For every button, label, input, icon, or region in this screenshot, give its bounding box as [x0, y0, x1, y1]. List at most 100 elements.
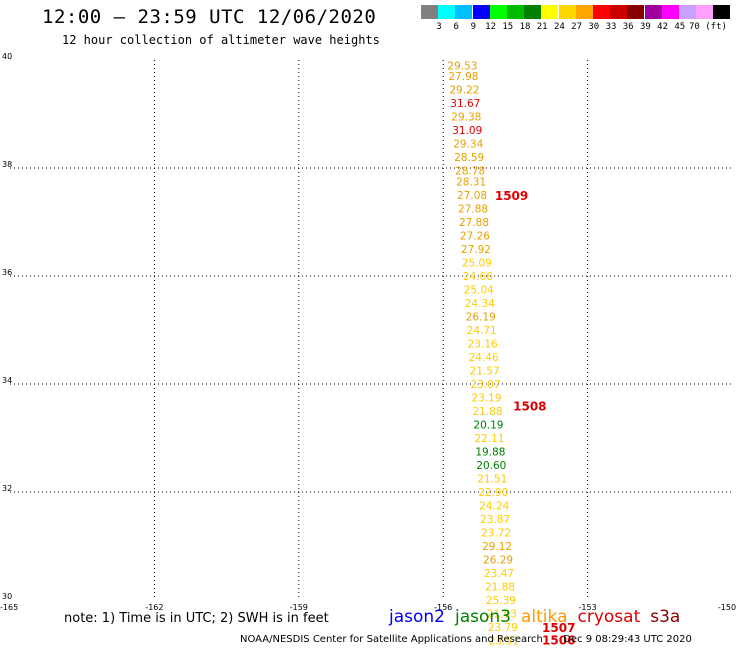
legend-swatch	[713, 5, 731, 19]
wave-height-value: 23.72	[481, 528, 511, 540]
legend-label: 33	[605, 22, 617, 32]
satellite-name: jason2	[389, 607, 445, 627]
wave-height-value: 22.11	[474, 433, 504, 445]
longitude-tick-label: -150	[718, 603, 736, 612]
wave-height-value: 23.79	[488, 622, 518, 634]
legend-swatch	[679, 5, 696, 19]
buoy-station-id: 1506	[542, 633, 575, 647]
longitude-tick-label: -156	[434, 603, 452, 612]
buoy-station-id: 1509	[495, 189, 528, 203]
latitude-tick-label: 32	[2, 484, 12, 493]
wave-height-value: 21.51	[477, 474, 507, 486]
legend-label: 42	[657, 22, 669, 32]
latitude-tick-label: 40	[2, 52, 12, 61]
buoy-station-id: 1508	[513, 400, 546, 414]
wave-height-value: 28.31	[456, 177, 486, 189]
legend-swatch	[558, 5, 576, 19]
wave-height-value: 19.88	[475, 447, 505, 459]
wave-height-value: 23.19	[471, 393, 501, 405]
satellite-name: altika	[521, 607, 568, 627]
wave-height-value: 23.16	[468, 339, 498, 351]
wave-height-value: 23.51	[489, 636, 519, 648]
wave-height-value: 29.12	[482, 541, 512, 553]
legend-label: 27	[571, 22, 583, 32]
wave-height-value: 21.57	[470, 366, 500, 378]
wave-height-value: 26.19	[466, 312, 496, 324]
legend-label: 39	[639, 22, 651, 32]
wave-height-value: 25.39	[486, 595, 516, 607]
legend-label: 70 (ft)	[689, 22, 727, 32]
wave-height-value: 27.88	[459, 217, 489, 229]
wave-height-value: 28.78	[455, 166, 485, 178]
wave-height-value: 24.66	[463, 271, 493, 283]
wave-height-value: 31.67	[450, 98, 480, 110]
wave-height-value: 29.34	[453, 139, 483, 151]
legend-swatch	[696, 5, 714, 19]
wave-height-value: 20.19	[473, 420, 503, 432]
buoy-station-id: 1507	[542, 621, 575, 635]
wave-height-value: 24.24	[479, 501, 509, 513]
legend-label: 45	[674, 22, 686, 32]
longitude-tick-label: -162	[145, 603, 163, 612]
latitude-tick-label: 30	[2, 592, 12, 601]
longitude-labels: -165 -162 -159 -156 -153 -150	[0, 603, 736, 612]
legend-label: 15	[502, 22, 514, 32]
longitude-tick-label: -165	[0, 603, 18, 612]
legend-swatch	[541, 5, 559, 19]
legend-swatch	[627, 5, 645, 19]
legend-label: 18	[519, 22, 531, 32]
wave-height-value: 21.93	[487, 609, 517, 621]
legend-swatch	[575, 5, 593, 19]
wave-height-value: 27.98	[448, 71, 478, 83]
satellite-legend: jason2 jason3 altika cryosat s3a	[389, 607, 690, 627]
wave-height-value: 23.87	[480, 514, 510, 526]
legend-swatch	[489, 5, 507, 19]
satellite-name: cryosat	[577, 607, 641, 627]
wave-height-value: 21.88	[472, 406, 502, 418]
wave-height-value: 26.29	[483, 555, 513, 567]
longitude-tick-label: -159	[290, 603, 308, 612]
satellite-name: s3a	[650, 607, 681, 627]
wave-height-value: 23.47	[484, 568, 514, 580]
legend-label: 3	[436, 22, 442, 32]
legend-label: 21	[536, 22, 548, 32]
legend-label: 12	[485, 22, 497, 32]
wave-height-value: 25.09	[462, 258, 492, 270]
wave-height-value: 22.90	[478, 487, 508, 499]
legend-swatch	[438, 5, 456, 19]
wave-height-value: 31.09	[452, 125, 482, 137]
legend-swatch	[472, 5, 490, 19]
legend-label: 36	[622, 22, 634, 32]
legend-swatch	[610, 5, 628, 19]
legend-swatch	[644, 5, 662, 19]
legend-swatch	[507, 5, 524, 19]
generated-timestamp: Dec 9 08:29:43 UTC 2020	[563, 634, 692, 645]
wave-height-value: 23.07	[471, 379, 501, 391]
legend-swatch	[593, 5, 610, 19]
wave-height-value: 25.04	[464, 285, 494, 297]
legend-label: 24	[553, 22, 565, 32]
wave-height-value: 29.38	[451, 112, 481, 124]
wave-height-value: 27.92	[461, 244, 491, 256]
wave-height-value: 24.71	[467, 325, 497, 337]
satellite-name: jason3	[455, 607, 511, 627]
legend-swatch	[421, 5, 438, 19]
wave-height-value: 29.22	[449, 85, 479, 97]
legend-swatch	[455, 5, 473, 19]
map-subtitle: 12 hour collection of altimeter wave hei…	[62, 33, 380, 47]
wave-height-value: 27.08	[457, 190, 487, 202]
wave-height-value: 24.46	[469, 352, 499, 364]
legend-swatch	[524, 5, 542, 19]
latitude-tick-label: 36	[2, 268, 12, 277]
legend-label: 6	[453, 22, 459, 32]
wave-height-value: 29.53	[447, 60, 477, 72]
latitude-tick-label: 34	[2, 376, 12, 385]
legend-label: 9	[470, 22, 477, 32]
legend-label: 30	[588, 22, 600, 32]
latitude-tick-label: 38	[2, 160, 12, 169]
wave-height-value: 27.88	[458, 204, 488, 216]
graticule	[10, 60, 732, 600]
map-title: 12:00 – 23:59 UTC 12/06/2020	[42, 6, 377, 28]
